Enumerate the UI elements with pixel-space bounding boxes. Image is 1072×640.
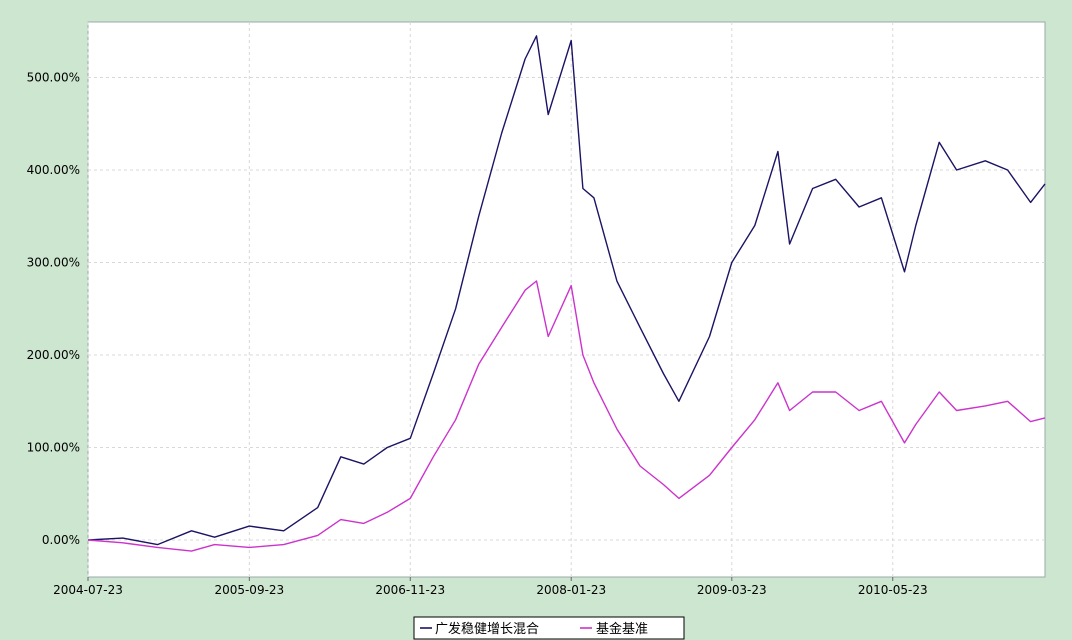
grid-lines <box>87 22 1045 577</box>
x-axis-ticks: 2004-07-23 2005-09-23 2006-11-23 2008-01-23… <box>53 577 928 597</box>
y-tick-label: 100.00% <box>27 441 80 455</box>
y-tick-label: 300.00% <box>27 256 80 270</box>
y-tick-label: 500.00% <box>27 71 80 85</box>
x-tick-label: 2006-11-23 <box>375 583 445 597</box>
y-axis-ticks: 0.00% 100.00% 200.00% 300.00% 400.00% 500.00% <box>27 71 80 548</box>
series-layer <box>87 35 1046 552</box>
legend: 广发稳健增长混合 基金基准 <box>413 616 685 640</box>
x-tick-label: 2005-09-23 <box>214 583 284 597</box>
legend-label-benchmark: 基金基准 <box>596 621 648 637</box>
x-tick-label: 2004-07-23 <box>53 583 123 597</box>
y-tick-label: 0.00% <box>42 533 80 547</box>
x-tick-label: 2008-01-23 <box>536 583 606 597</box>
series-line-fund <box>87 35 1046 546</box>
y-tick-label: 400.00% <box>27 163 80 177</box>
plot-area <box>87 21 1046 578</box>
legend-box <box>413 616 685 640</box>
y-tick-label: 200.00% <box>27 348 80 362</box>
x-tick-label: 2010-05-23 <box>858 583 928 597</box>
legend-label-fund: 广发稳健增长混合 <box>435 621 539 637</box>
series-line-benchmark <box>87 280 1046 552</box>
x-tick-label: 2009-03-23 <box>697 583 767 597</box>
